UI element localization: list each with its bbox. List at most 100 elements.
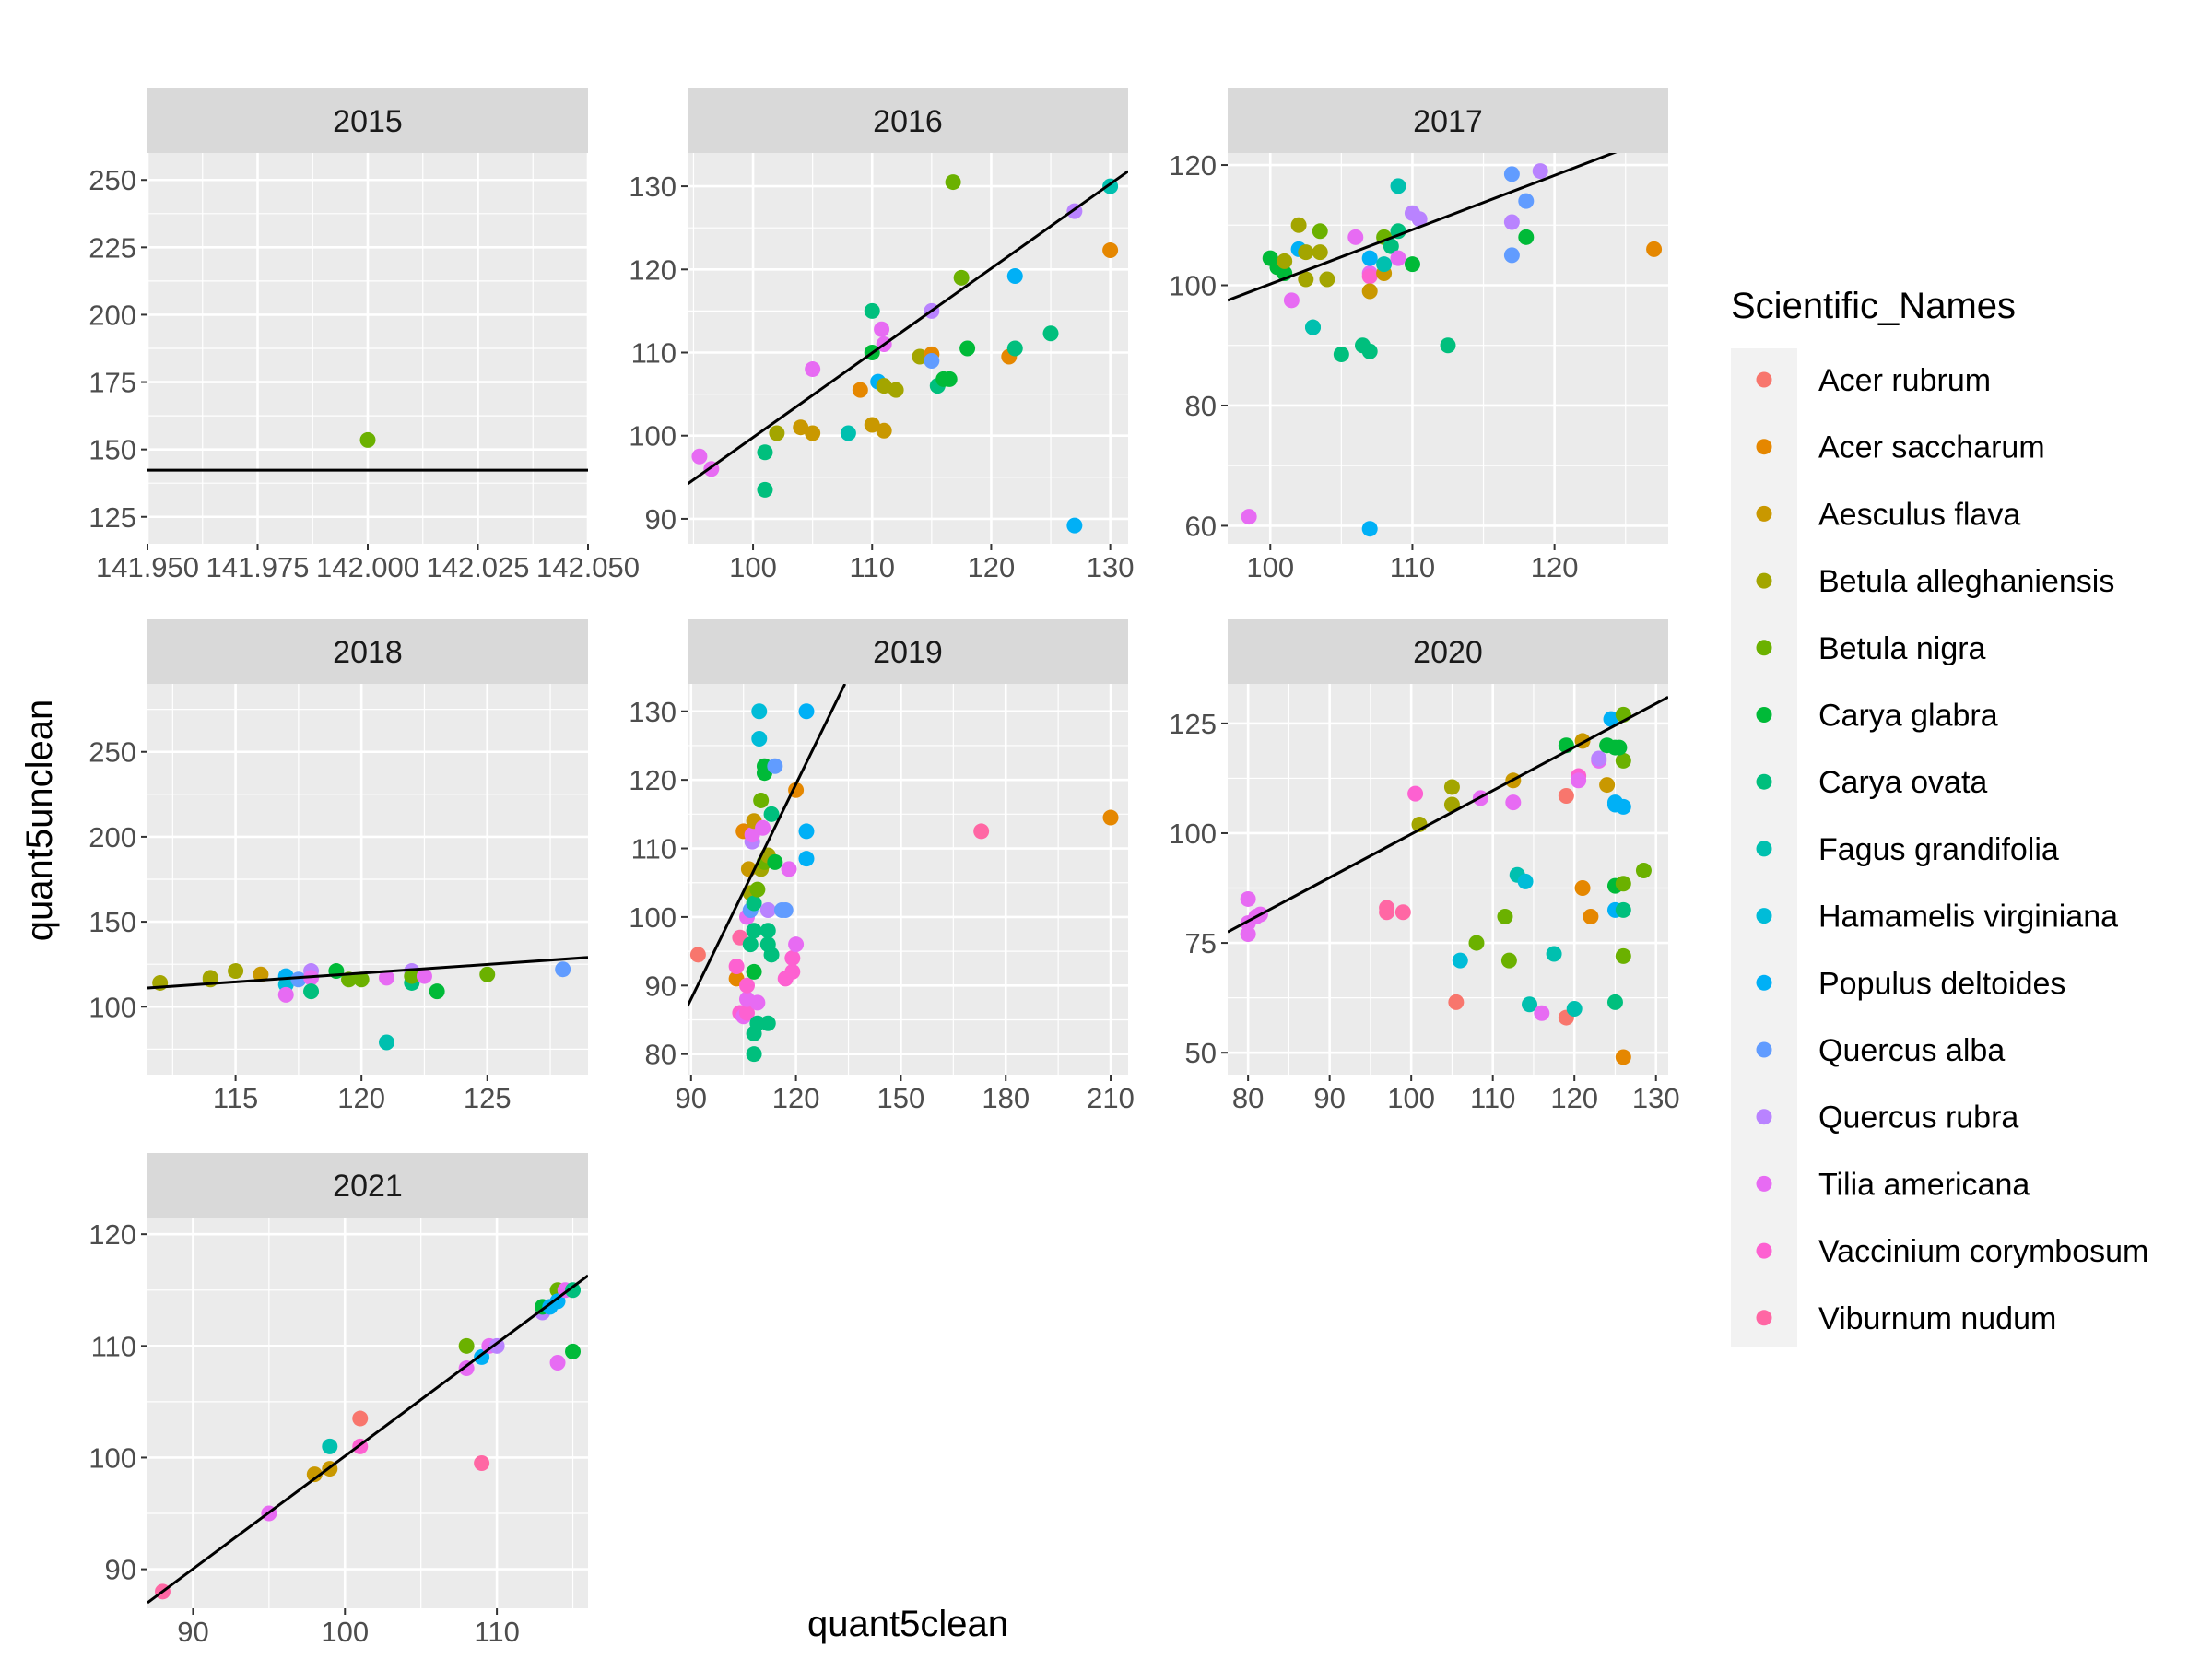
y-axis-title: quant5unclean: [19, 700, 60, 941]
data-point: [876, 378, 892, 394]
x-tick-label: 120: [1550, 1082, 1598, 1114]
points-2017: [1241, 163, 1663, 537]
data-point: [798, 851, 815, 867]
data-point: [788, 936, 805, 953]
x-tick-label: 142.025: [426, 551, 529, 583]
legend-entry: Tilia americana: [1756, 1167, 2030, 1202]
x-tick-label: 90: [177, 1616, 208, 1648]
legend-title: Scientific_Names: [1731, 286, 2016, 326]
data-point: [769, 425, 785, 441]
data-point: [1379, 904, 1395, 921]
legend-label: Acer rubrum: [1818, 363, 1991, 398]
legend-entry: Quercus rubra: [1756, 1100, 2018, 1135]
data-point: [1240, 926, 1256, 943]
data-point: [1042, 325, 1059, 342]
data-point: [479, 966, 496, 982]
data-point: [757, 444, 773, 461]
points-2018: [152, 961, 571, 1051]
data-point: [888, 382, 904, 398]
x-tick-label: 120: [337, 1082, 385, 1114]
y-tick-label: 100: [88, 991, 136, 1023]
y-tick-label: 100: [629, 420, 677, 453]
panel-2016: 2016 100 110 120 130 90 100 110 120 130: [629, 88, 1134, 583]
data-point: [728, 958, 745, 974]
points-2016: [691, 174, 1119, 534]
legend-entry: Acer rubrum: [1756, 363, 1991, 398]
data-point: [1361, 268, 1378, 285]
data-point: [1615, 947, 1631, 964]
y-tick-label: 130: [629, 171, 677, 203]
data-point: [1390, 178, 1406, 194]
data-point: [759, 1015, 776, 1031]
legend-key: [1756, 908, 1772, 924]
data-point: [763, 947, 780, 963]
data-point: [924, 353, 940, 370]
data-point: [755, 819, 771, 836]
y-tick-label: 100: [1169, 270, 1217, 302]
x-tick-label: 110: [1470, 1082, 1515, 1114]
legend-label: Tilia americana: [1818, 1167, 2030, 1202]
x-tick-label: 141.950: [96, 551, 199, 583]
data-point: [1411, 211, 1428, 228]
points-2019: [689, 703, 1119, 1063]
x-tick-label: 130: [1632, 1082, 1680, 1114]
x-tick-label: 110: [1390, 551, 1435, 583]
y-tick-label: 110: [631, 337, 677, 370]
data-point: [352, 1410, 369, 1427]
legend-key: [1756, 505, 1772, 522]
data-point: [691, 448, 708, 465]
y-tick-label: 90: [645, 970, 677, 1002]
data-point: [793, 419, 809, 436]
data-point: [1376, 256, 1393, 273]
y-tick-label: 100: [88, 1441, 136, 1474]
gridlines-2016: [688, 153, 1128, 544]
legend-label: Carya ovata: [1818, 765, 1987, 800]
data-point: [277, 986, 294, 1003]
data-point: [1615, 1049, 1631, 1065]
data-point: [1646, 241, 1663, 257]
data-point: [864, 417, 880, 433]
strip-2015: [147, 88, 588, 153]
data-point: [1615, 901, 1631, 918]
y-tick-label: 125: [1169, 708, 1217, 740]
data-point: [1102, 809, 1119, 826]
data-point: [359, 431, 376, 448]
legend-entry: Betula nigra: [1756, 631, 1986, 666]
points-2015: [359, 431, 376, 448]
y-tick-label: 120: [1169, 149, 1217, 182]
data-point: [959, 340, 976, 357]
legend-entry: Hamamelis virginiana: [1756, 900, 2118, 935]
data-point: [1566, 1001, 1583, 1018]
strip-label-2020: 2020: [1413, 635, 1483, 670]
data-point: [781, 861, 797, 877]
data-point: [749, 881, 766, 898]
x-tick-label: 110: [474, 1616, 519, 1648]
data-point: [1606, 994, 1623, 1010]
y-tick-label: 120: [629, 764, 677, 796]
data-point: [1583, 908, 1599, 924]
data-point: [767, 853, 783, 870]
legend-key: [1756, 773, 1772, 790]
data-point: [840, 425, 856, 441]
y-tick-label: 60: [1185, 510, 1217, 542]
legend-entries: Acer rubrum Acer saccharum Aesculus flava B…: [1756, 363, 2148, 1336]
data-point: [757, 481, 773, 498]
y-tick-label: 100: [629, 901, 677, 934]
data-point: [1448, 994, 1465, 1010]
x-tick-label: 120: [968, 551, 1016, 583]
x-tick-label: 142.000: [316, 551, 419, 583]
x-tick-label: 141.975: [206, 551, 309, 583]
data-point: [864, 302, 880, 319]
data-point: [738, 1005, 755, 1021]
data-point: [1558, 787, 1574, 804]
data-point: [1312, 223, 1328, 240]
y-tick-label: 250: [88, 736, 136, 769]
data-point: [1305, 319, 1322, 335]
data-point: [1518, 193, 1535, 209]
data-point: [777, 901, 794, 918]
strip-label-2015: 2015: [333, 104, 403, 139]
legend-label: Quercus rubra: [1818, 1100, 2018, 1135]
legend-label: Viburnum nudum: [1818, 1301, 2056, 1336]
legend-label: Fagus grandifolia: [1818, 832, 2059, 867]
